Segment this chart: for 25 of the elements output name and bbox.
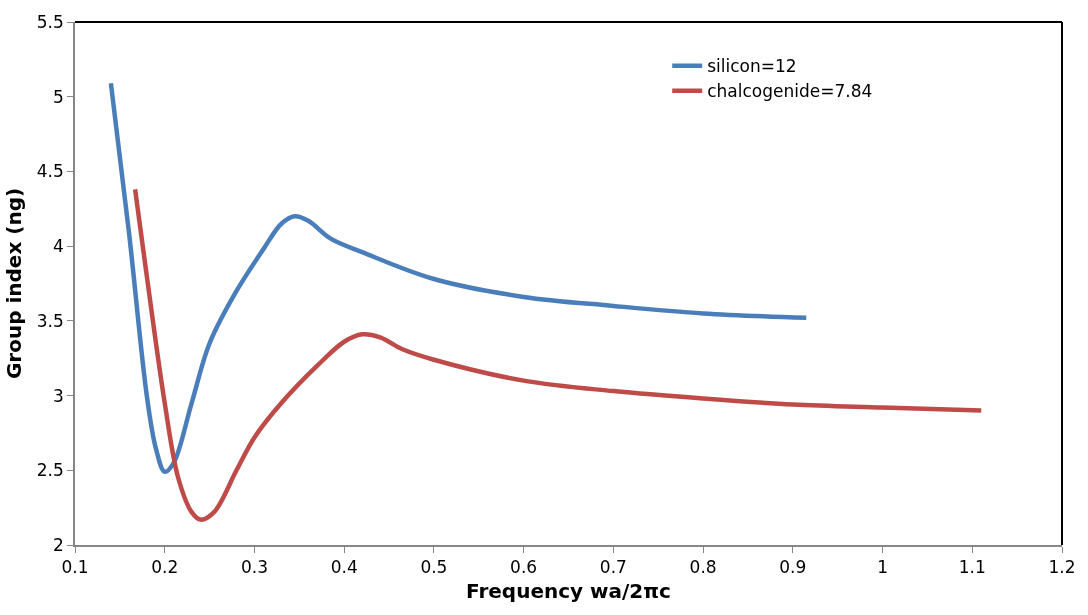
- legend-label: chalcogenide=7.84: [707, 81, 873, 102]
- x-tick-label: 0.9: [779, 557, 807, 578]
- x-tick-label: 0.4: [330, 557, 358, 578]
- x-tick-label: 0.8: [689, 557, 717, 578]
- y-tick-label: 2: [53, 534, 64, 555]
- y-tick-label: 4: [53, 236, 64, 257]
- x-tick-label: 1: [877, 557, 888, 578]
- x-tick-label: 0.7: [599, 557, 627, 578]
- line-series: [132, 187, 984, 522]
- x-tick-label: 1.1: [958, 557, 986, 578]
- x-tick-label: 0.2: [151, 557, 179, 578]
- y-tick-label: 5.5: [36, 11, 64, 32]
- y-tick-label: 3.5: [36, 310, 64, 331]
- y-axis-title: Group index (ng): [1, 187, 26, 380]
- x-tick-label: 0.3: [240, 557, 268, 578]
- x-tick-label: 1.2: [1048, 557, 1076, 578]
- y-tick-label: 3: [53, 385, 64, 406]
- y-tick-label: 5: [53, 86, 64, 107]
- x-tick-label: 0.6: [510, 557, 538, 578]
- y-tick-label: 4.5: [36, 161, 64, 182]
- legend-label: silicon=12: [707, 56, 797, 77]
- y-tick-label: 2.5: [36, 460, 64, 481]
- x-tick-label: 0.5: [420, 557, 448, 578]
- x-tick-label: 0.1: [61, 557, 89, 578]
- x-axis-title: Frequency wa/2πc: [466, 579, 671, 604]
